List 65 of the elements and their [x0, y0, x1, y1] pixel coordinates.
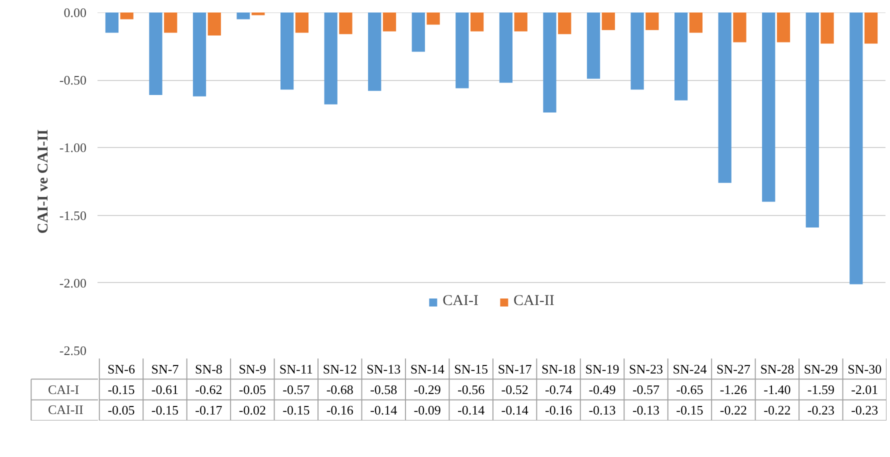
x-tick-label: SN-6	[108, 361, 136, 376]
data-label: -1.26	[720, 382, 748, 397]
data-label: -0.49	[588, 382, 616, 397]
data-label: -0.74	[544, 382, 573, 397]
x-tick-label: SN-30	[848, 361, 882, 376]
legend-label: CAI-II	[514, 293, 554, 310]
y-tick-label: -2.50	[59, 343, 87, 358]
data-label: -0.62	[195, 382, 222, 397]
data-label: -0.15	[108, 382, 135, 397]
x-tick-label: SN-11	[279, 361, 313, 376]
data-label: -0.17	[195, 402, 223, 418]
data-label: -0.15	[282, 402, 310, 418]
data-label: -0.09	[414, 402, 441, 418]
data-label: -0.23	[851, 402, 878, 418]
data-label: -0.65	[676, 382, 704, 397]
data-label: -0.15	[151, 402, 179, 418]
data-label: -0.23	[807, 402, 834, 418]
data-label: -0.02	[238, 402, 266, 418]
y-axis-title: CAI-I ve CAI-II	[35, 129, 52, 234]
data-label: -0.68	[326, 382, 354, 397]
data-label: -0.22	[764, 402, 791, 418]
text: CAI-II	[48, 402, 84, 417]
text: CAI-I	[48, 382, 80, 397]
x-tick-label: SN-24	[672, 361, 708, 376]
data-label: -0.22	[720, 402, 747, 418]
data-label: -0.13	[632, 402, 660, 418]
x-tick-label: SN-7	[151, 361, 180, 376]
x-tick-label: SN-12	[322, 361, 357, 376]
data-label: -0.14	[458, 402, 486, 418]
x-tick-label: SN-27	[716, 361, 751, 376]
y-tick-label: 0.00	[64, 5, 86, 20]
data-label: -2.01	[851, 382, 878, 397]
legend-label: CAI-I	[442, 293, 478, 310]
x-tick-label: SN-28	[760, 361, 794, 376]
data-label: -1.40	[764, 382, 791, 397]
x-tick-label: SN-13	[366, 361, 401, 376]
y-tick-label: -1.50	[59, 208, 87, 223]
data-label: -0.29	[414, 382, 441, 397]
x-tick-label: SN-8	[194, 361, 222, 376]
x-tick-label: SN-18	[542, 361, 576, 376]
data-label: -0.15	[676, 402, 704, 418]
y-tick-label: -2.00	[59, 275, 87, 290]
data-label: -0.13	[588, 402, 616, 418]
x-tick-label: SN-9	[238, 361, 266, 376]
data-label: -0.14	[370, 402, 398, 418]
data-label: -0.16	[544, 402, 573, 418]
data-label: -0.57	[632, 382, 660, 397]
x-tick-label: SN-14	[410, 361, 445, 376]
data-label: -0.05	[108, 402, 135, 418]
y-tick-label: -1.00	[59, 140, 87, 156]
data-label: -0.56	[458, 382, 486, 397]
y-tick-label: -0.50	[59, 72, 87, 88]
x-tick-label: SN-17	[498, 361, 532, 376]
x-tick-label: SN-15	[454, 361, 488, 376]
data-label: -0.61	[151, 382, 179, 397]
data-label: -0.58	[370, 382, 398, 397]
x-tick-label: SN-29	[804, 361, 838, 376]
data-label: -0.05	[238, 382, 266, 397]
data-label: -0.14	[501, 402, 529, 418]
x-tick-label: SN-19	[585, 361, 620, 376]
data-label: -0.52	[501, 382, 528, 397]
x-tick-label: SN-23	[629, 361, 663, 376]
data-label: -0.16	[326, 402, 354, 418]
data-label: -0.57	[282, 382, 310, 397]
data-label: -1.59	[807, 382, 834, 397]
